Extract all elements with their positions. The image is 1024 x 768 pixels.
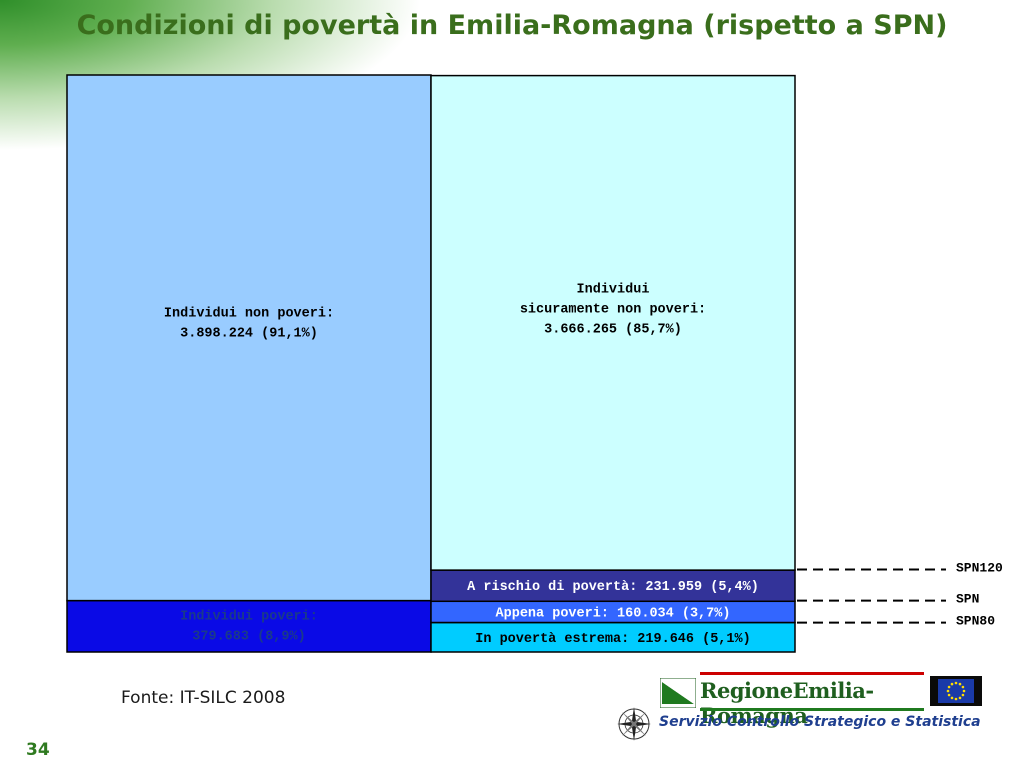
region-flag-icon	[660, 678, 696, 708]
eu-star	[958, 682, 962, 686]
label-poverta-estrema: In povertà estrema: 219.646 (5,1%)	[475, 632, 750, 647]
eu-star	[950, 682, 954, 686]
label-a-rischio: A rischio di povertà: 231.959 (5,4%)	[467, 580, 759, 595]
compass-rose-icon	[617, 707, 651, 741]
eu-star	[962, 689, 966, 693]
eu-star	[947, 693, 951, 697]
source-note: Fonte: IT-SILC 2008	[121, 688, 286, 708]
brand-red-line	[700, 672, 924, 675]
label-non-poveri: Individui non poveri: 3.898.224 (91,1%)	[164, 307, 334, 342]
eu-star	[947, 685, 951, 689]
eu-star	[946, 689, 950, 693]
threshold-label-spn80: SPN80	[956, 614, 995, 629]
segment-sicuramente-non-poveri	[430, 74, 796, 571]
segment-poverta-estrema	[430, 621, 796, 653]
segment-a-rischio	[430, 569, 796, 603]
label-appena-poveri: Appena poveri: 160.034 (3,7%)	[496, 606, 731, 621]
eu-star	[961, 693, 965, 697]
slide-title: Condizioni di povertà in Emilia-Romagna …	[76, 10, 948, 41]
label-sicuramente-non-poveri: Individui sicuramente non poveri: 3.666.26…	[520, 283, 706, 338]
region-logo: RegioneEmilia-Romagna	[660, 672, 926, 728]
eu-star	[958, 696, 962, 700]
brand-green-line	[700, 708, 924, 711]
eu-star	[950, 696, 954, 700]
service-name: Servizio Controllo Strategico e Statisti…	[659, 714, 981, 730]
region-brand-text: RegioneEmilia-Romagna	[700, 678, 874, 728]
eu-star	[961, 685, 965, 689]
threshold-label-spn120: SPN120	[956, 561, 1003, 576]
segment-poveri	[66, 599, 432, 653]
threshold-label-spn: SPN	[956, 592, 979, 607]
eu-star	[954, 681, 958, 685]
eu-flag-icon	[930, 676, 982, 706]
segment-non-poveri	[66, 74, 432, 602]
page-number: 34	[26, 740, 50, 760]
eu-star	[954, 697, 958, 701]
label-poveri: Individui poveri: 379.683 (8,9%)	[180, 609, 318, 644]
logo-block: RegioneEmilia-Romagna Servizio Controllo…	[616, 672, 996, 752]
